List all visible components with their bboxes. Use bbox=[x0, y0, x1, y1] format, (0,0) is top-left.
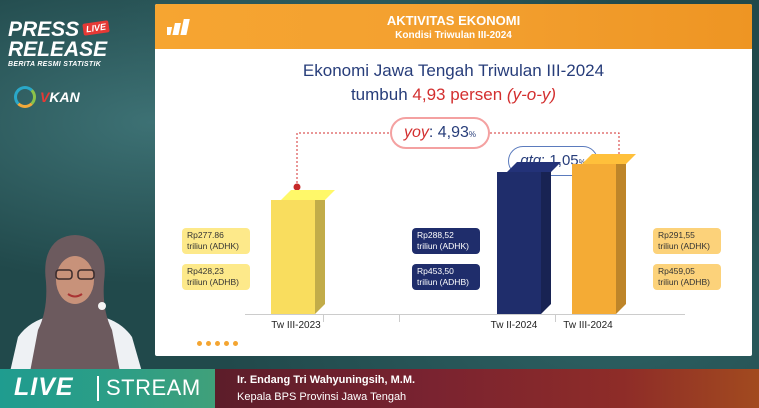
speaker-role: Kepala BPS Provinsi Jawa Tengah bbox=[237, 391, 407, 403]
vkan-circle-icon bbox=[14, 86, 36, 108]
slide-title: Ekonomi Jawa Tengah Triwulan III-2024 bbox=[302, 61, 605, 80]
value-box-adhk: Rp277.86 triliun (ADHK) bbox=[182, 228, 250, 254]
bar-2 bbox=[497, 161, 561, 314]
live-label: LIVE bbox=[14, 373, 74, 401]
presenter-video bbox=[10, 235, 142, 372]
axis-tick bbox=[399, 314, 400, 322]
live-stream-banner: LIVE STREAM Ir. Endang Tri Wahyuningsih,… bbox=[0, 369, 759, 408]
bar-1 bbox=[271, 189, 335, 314]
slide-header: AKTIVITAS EKONOMI Kondisi Triwulan III-2… bbox=[155, 4, 752, 49]
banner-right bbox=[215, 369, 759, 408]
chart-baseline bbox=[245, 314, 685, 315]
header-subtitle: Kondisi Triwulan III-2024 bbox=[395, 30, 512, 41]
value-box-adhb: Rp459,05 triliun (ADHB) bbox=[653, 264, 721, 290]
value-box-adhb: Rp428,23 triliun (ADHB) bbox=[182, 264, 250, 290]
press-release-logo: PRESS RELEASE LIVE BERITA RESMI STATISTI… bbox=[8, 18, 110, 68]
presentation-slide: AKTIVITAS EKONOMI Kondisi Triwulan III-2… bbox=[155, 4, 752, 356]
vkan-logo: VKAN bbox=[14, 86, 80, 108]
chart-connectors bbox=[293, 132, 623, 191]
press-text: PRESS bbox=[8, 18, 80, 41]
value-box-adhb: Rp453,50 triliun (ADHB) bbox=[412, 264, 480, 290]
value-box-adhk: Rp291,55 triliun (ADHK) bbox=[653, 228, 721, 254]
axis-tick bbox=[323, 314, 324, 322]
value-box-adhk: Rp288,52 triliun (ADHK) bbox=[412, 228, 480, 254]
bps-logo-icon bbox=[167, 19, 190, 35]
header-title: AKTIVITAS EKONOMI bbox=[386, 13, 521, 28]
brs-subtitle: BERITA RESMI STATISTIK bbox=[8, 61, 102, 68]
bar-3 bbox=[572, 153, 636, 314]
banner-left: LIVE STREAM bbox=[0, 369, 215, 408]
x-tick-label: Tw III-2024 bbox=[563, 320, 613, 331]
x-tick-label: Tw III-2023 bbox=[271, 320, 321, 331]
vkan-text: VKAN bbox=[40, 89, 80, 105]
slide-dots bbox=[197, 341, 238, 346]
stream-label: STREAM bbox=[106, 375, 201, 400]
banner-divider bbox=[97, 376, 99, 401]
x-tick-label: Tw II-2024 bbox=[490, 320, 538, 331]
release-text: RELEASE bbox=[8, 38, 108, 61]
yoy-growth-pill: yoy: 4,93% bbox=[390, 117, 490, 149]
slide-subtitle: tumbuh 4,93 persen (y-o-y) bbox=[350, 85, 557, 104]
axis-tick bbox=[555, 314, 556, 322]
speaker-name: Ir. Endang Tri Wahyuningsih, M.M. bbox=[237, 374, 416, 386]
